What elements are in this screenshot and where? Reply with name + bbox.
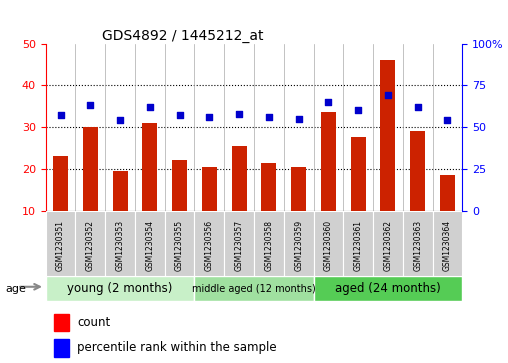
- Text: age: age: [5, 284, 26, 294]
- Bar: [343, 211, 373, 276]
- Bar: [105, 211, 135, 276]
- Point: [443, 118, 452, 123]
- Bar: [142, 123, 157, 211]
- Bar: [46, 276, 195, 301]
- Bar: [403, 211, 432, 276]
- Text: GSM1230359: GSM1230359: [294, 220, 303, 272]
- Bar: [83, 127, 98, 211]
- Bar: [172, 160, 187, 211]
- Text: GSM1230364: GSM1230364: [443, 220, 452, 272]
- Text: GDS4892 / 1445212_at: GDS4892 / 1445212_at: [102, 29, 263, 43]
- Point: [116, 118, 124, 123]
- Text: percentile rank within the sample: percentile rank within the sample: [77, 341, 276, 354]
- Bar: [54, 314, 69, 331]
- Bar: [202, 167, 217, 211]
- Bar: [195, 276, 313, 301]
- Text: GSM1230356: GSM1230356: [205, 220, 214, 272]
- Bar: [432, 211, 462, 276]
- Bar: [254, 211, 284, 276]
- Text: GSM1230355: GSM1230355: [175, 220, 184, 272]
- Text: GSM1230351: GSM1230351: [56, 220, 65, 271]
- Bar: [195, 211, 224, 276]
- Text: GSM1230353: GSM1230353: [116, 220, 124, 272]
- Text: GSM1230360: GSM1230360: [324, 220, 333, 272]
- Bar: [313, 211, 343, 276]
- Bar: [135, 211, 165, 276]
- Bar: [262, 163, 276, 211]
- Bar: [291, 167, 306, 211]
- Bar: [351, 138, 366, 211]
- Bar: [53, 156, 68, 211]
- Point: [384, 93, 392, 98]
- Point: [295, 116, 303, 122]
- Bar: [380, 60, 395, 211]
- Bar: [440, 175, 455, 211]
- Bar: [313, 276, 462, 301]
- Text: GSM1230361: GSM1230361: [354, 220, 363, 271]
- Point: [205, 114, 213, 120]
- Point: [414, 104, 422, 110]
- Bar: [373, 211, 403, 276]
- Text: GSM1230358: GSM1230358: [264, 220, 273, 271]
- Bar: [54, 339, 69, 357]
- Text: GSM1230363: GSM1230363: [413, 220, 422, 272]
- Point: [235, 111, 243, 117]
- Text: middle aged (12 months): middle aged (12 months): [192, 284, 316, 294]
- Text: aged (24 months): aged (24 months): [335, 282, 441, 295]
- Text: GSM1230357: GSM1230357: [235, 220, 244, 272]
- Bar: [284, 211, 313, 276]
- Point: [146, 104, 154, 110]
- Bar: [76, 211, 105, 276]
- Point: [324, 99, 332, 105]
- Bar: [321, 113, 336, 211]
- Text: GSM1230354: GSM1230354: [145, 220, 154, 272]
- Text: count: count: [77, 316, 110, 329]
- Text: GSM1230352: GSM1230352: [86, 220, 95, 271]
- Bar: [46, 211, 76, 276]
- Point: [176, 113, 184, 118]
- Point: [354, 107, 362, 113]
- Bar: [410, 131, 425, 211]
- Point: [265, 114, 273, 120]
- Bar: [232, 146, 246, 211]
- Bar: [113, 171, 128, 211]
- Bar: [165, 211, 195, 276]
- Bar: [224, 211, 254, 276]
- Text: GSM1230362: GSM1230362: [384, 220, 392, 271]
- Point: [56, 113, 65, 118]
- Text: young (2 months): young (2 months): [68, 282, 173, 295]
- Point: [86, 102, 94, 108]
